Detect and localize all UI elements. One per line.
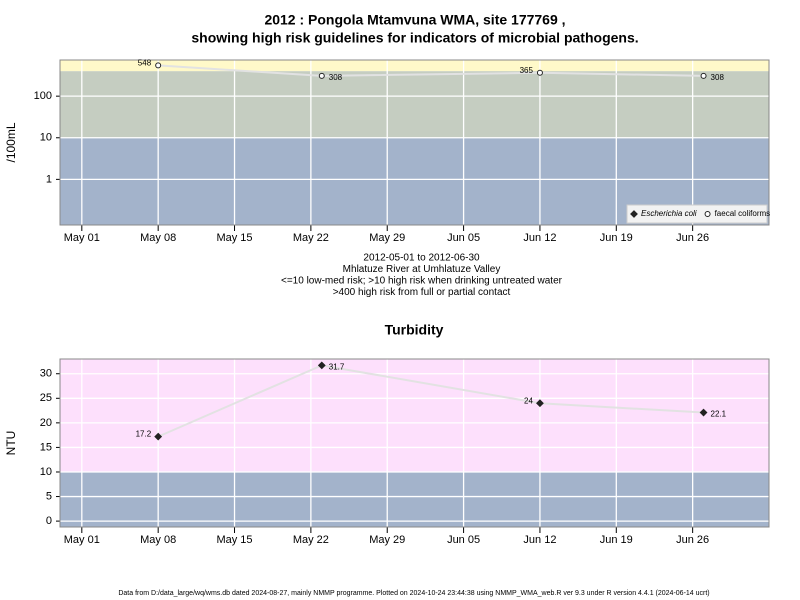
value-label: 548 [138, 59, 152, 68]
legend-box [626, 204, 768, 224]
x-tick-label: May 22 [293, 232, 329, 244]
x-tick-label: Jun 26 [676, 534, 709, 546]
note: 2012-05-01 to 2012-06-30 [363, 253, 480, 264]
y-tick-label: 25 [40, 392, 52, 404]
x-tick-label: Jun 19 [600, 534, 633, 546]
point [700, 72, 707, 79]
plot-frame [59, 59, 770, 226]
x-tick-label: May 15 [216, 534, 252, 546]
note: Mhlatuze River at Umhlatuze Valley [343, 264, 501, 275]
chart-title: Turbidity [385, 322, 444, 338]
x-tick-label: May 29 [369, 232, 405, 244]
y-tick-label: 5 [46, 490, 52, 502]
value-label: 365 [520, 66, 534, 75]
x-tick-label: Jun 05 [447, 232, 480, 244]
chart-title: 2012 : Pongola Mtamvuna WMA, site 177769… [264, 12, 565, 28]
legend-label: faecal coliforms [715, 209, 771, 218]
point [155, 62, 162, 69]
y-axis-label: NTU [4, 431, 18, 456]
x-tick-label: May 08 [140, 232, 176, 244]
value-label: 17.2 [136, 430, 152, 439]
x-tick-label: May 22 [293, 534, 329, 546]
chart-subtitle: showing high risk guidelines for indicat… [191, 30, 638, 46]
note: >400 high risk from full or partial cont… [333, 287, 511, 298]
risk-band [60, 71, 769, 138]
y-tick-label: 10 [40, 466, 52, 478]
value-label: 24 [524, 396, 533, 405]
y-tick-label: 30 [40, 368, 52, 380]
x-tick-label: Jun 12 [523, 232, 556, 244]
y-tick-label: 10 [40, 132, 52, 144]
legend-label: Escherichia coli [641, 209, 697, 218]
note: <=10 low-med risk; >10 high risk when dr… [281, 276, 563, 287]
series-line [157, 364, 704, 438]
x-tick-label: Jun 26 [676, 232, 709, 244]
y-tick-label: 15 [40, 441, 52, 453]
value-label: 31.7 [329, 362, 345, 371]
plot-frame [59, 358, 770, 528]
point [154, 432, 163, 441]
y-tick-label: 100 [34, 90, 52, 102]
point [699, 408, 708, 417]
x-tick-label: May 08 [140, 534, 176, 546]
value-label: 22.1 [711, 410, 727, 419]
risk-band [60, 60, 769, 72]
footer: Data from D:/data_large/wq/wms.db dated … [118, 590, 709, 597]
point [536, 399, 544, 408]
value-label: 308 [329, 73, 343, 82]
point [318, 72, 325, 79]
x-tick-label: May 01 [64, 534, 100, 546]
y-tick-label: 1 [46, 173, 52, 185]
point [317, 361, 326, 370]
y-axis-label: /100mL [4, 122, 18, 162]
x-tick-label: May 29 [369, 534, 405, 546]
point [536, 69, 543, 76]
y-tick-label: 0 [46, 515, 52, 527]
risk-band [60, 359, 769, 472]
x-tick-label: May 15 [216, 232, 252, 244]
series-line [158, 64, 704, 77]
legend-marker [630, 210, 638, 218]
value-label: 308 [711, 73, 725, 82]
legend-marker [704, 211, 711, 217]
x-tick-label: Jun 19 [600, 232, 633, 244]
x-tick-label: Jun 12 [523, 534, 556, 546]
x-tick-label: Jun 05 [447, 534, 480, 546]
x-tick-label: May 01 [64, 232, 100, 244]
risk-band [60, 471, 769, 527]
legend: Escherichia coli faecal coliforms [626, 204, 771, 224]
y-tick-label: 20 [40, 417, 52, 429]
